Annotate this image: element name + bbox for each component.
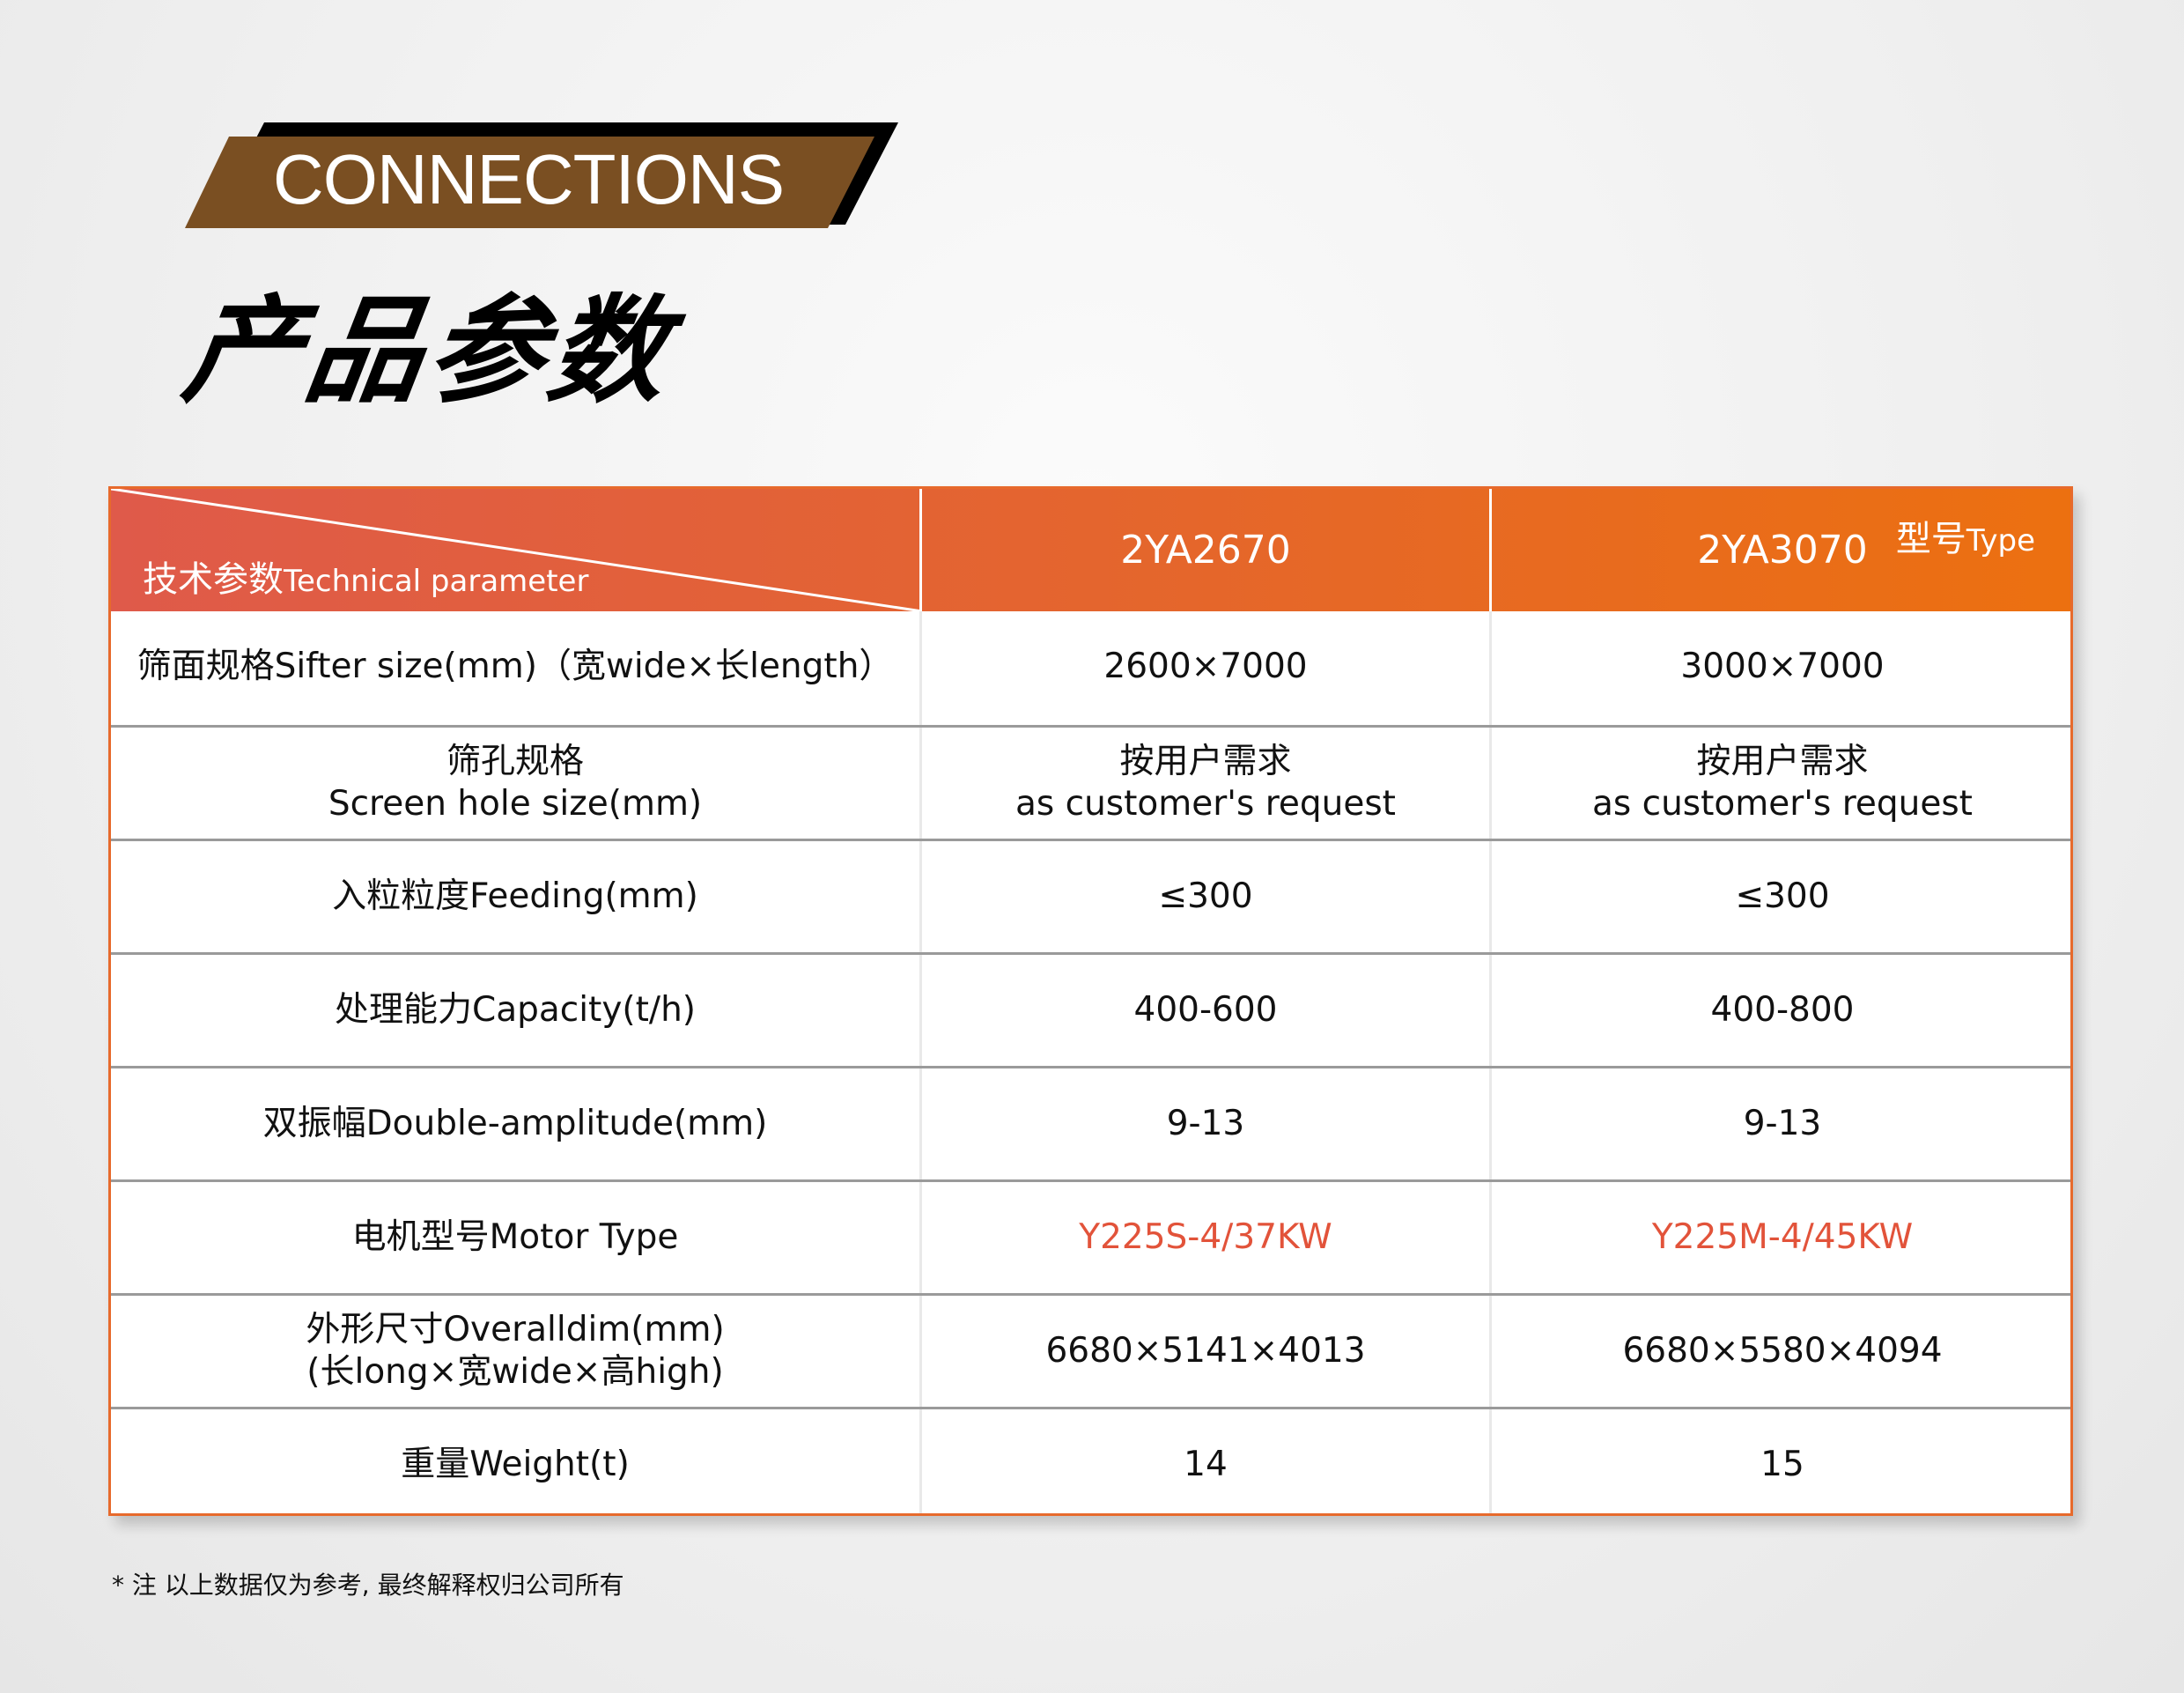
table-row: 筛面规格Sifter size(mm)（宽wide×长length） 2600×7… (111, 611, 2070, 725)
table-row: 处理能力Capacity(t/h) 400-600 400-800 (111, 952, 2070, 1066)
value-cell: 按用户需求 as customer's request (922, 728, 1489, 839)
model-header: 2YA2670 (1120, 528, 1291, 573)
value-cell: 按用户需求 as customer's request (1492, 728, 2073, 839)
value-cell: 400-600 (922, 955, 1489, 1066)
cell-text: Y225M-4/45KW (1651, 1217, 1914, 1257)
header-diagonal (111, 489, 922, 611)
cell-text: as customer's request (1592, 784, 1973, 824)
parameter-cell: 筛孔规格 Screen hole size(mm) (111, 728, 919, 839)
cell-text: Y225S-4/37KW (1079, 1217, 1332, 1257)
cell-text: 入粒粒度Feeding(mm) (332, 876, 698, 916)
cell-text: 重量Weight(t) (401, 1445, 630, 1484)
cell-text: ≤300 (1735, 876, 1830, 916)
param-cn: 技术参数 (143, 559, 284, 600)
cell-text: 14 (1184, 1445, 1228, 1484)
model-header: 2YA3070 (1697, 528, 1868, 573)
table-row: 电机型号Motor Type Y225S-4/37KW Y225M-4/45KW (111, 1179, 2070, 1293)
cell-text: Screen hole size(mm) (328, 784, 703, 824)
footnote: * 注 以上数据仅为参考, 最终解释权归公司所有 (112, 1571, 624, 1600)
cell-text: 按用户需求 (1119, 742, 1292, 781)
header-divider (1489, 489, 1492, 611)
cell-text: 2600×7000 (1103, 647, 1308, 686)
header-parameter-label: 技术参数Technical parameter (143, 551, 588, 602)
parameter-cell: 重量Weight(t) (111, 1409, 919, 1520)
cell-text: 15 (1760, 1445, 1804, 1484)
connections-banner: CONNECTIONS (176, 119, 916, 233)
value-cell: 15 (1492, 1409, 2073, 1520)
cell-text: 按用户需求 (1696, 742, 1869, 781)
banner-label: CONNECTIONS (272, 140, 785, 218)
cell-text: 双振幅Double-amplitude(mm) (262, 1104, 768, 1143)
table-row: 外形尺寸Overalldim(mm) (长long×宽wide×高high) 668… (111, 1293, 2070, 1407)
value-cell: 9-13 (922, 1068, 1489, 1179)
column-divider (1489, 611, 1492, 1513)
value-cell: 9-13 (1492, 1068, 2073, 1179)
value-cell: ≤300 (1492, 841, 2073, 952)
table-row: 重量Weight(t) 14 15 (111, 1407, 2070, 1520)
banner-shape (185, 122, 898, 228)
cell-text: 9-13 (1743, 1104, 1822, 1143)
table-row: 入粒粒度Feeding(mm) ≤300 ≤300 (111, 839, 2070, 952)
cell-text: ≤300 (1158, 876, 1253, 916)
parameter-cell: 筛面规格Sifter size(mm)（宽wide×长length） (111, 611, 919, 722)
table-header: 型号Type 技术参数Technical parameter 2YA2670 2… (111, 489, 2070, 611)
parameter-cell: 外形尺寸Overalldim(mm) (长long×宽wide×高high) (111, 1296, 919, 1407)
cell-text: 筛孔规格 (446, 742, 584, 781)
header-type-label: 型号Type (1896, 510, 2035, 561)
cell-text: 6680×5580×4094 (1622, 1331, 1943, 1371)
value-cell: 6680×5141×4013 (922, 1296, 1489, 1407)
cell-text: 400-800 (1710, 990, 1855, 1030)
cell-text: as customer's request (1015, 784, 1396, 824)
table-row: 筛孔规格 Screen hole size(mm) 按用户需求 as customer… (111, 725, 2070, 839)
cell-text: 400-600 (1133, 990, 1278, 1030)
param-en: Technical parameter (284, 564, 589, 599)
header-divider (919, 489, 922, 611)
value-cell: 6680×5580×4094 (1492, 1296, 2073, 1407)
type-en: Type (1966, 523, 2035, 558)
cell-text: 处理能力Capacity(t/h) (334, 990, 696, 1030)
spec-table: 型号Type 技术参数Technical parameter 2YA2670 2… (108, 486, 2073, 1516)
cell-text: 3000×7000 (1680, 647, 1885, 686)
value-cell: 2600×7000 (922, 611, 1489, 722)
value-cell: ≤300 (922, 841, 1489, 952)
cell-text: 9-13 (1166, 1104, 1245, 1143)
table-body: 筛面规格Sifter size(mm)（宽wide×长length） 2600×7… (111, 611, 2070, 1513)
type-cn: 型号 (1895, 519, 1966, 559)
value-cell: 400-800 (1492, 955, 2073, 1066)
cell-text: (长long×宽wide×高high) (306, 1352, 724, 1392)
parameter-cell: 双振幅Double-amplitude(mm) (111, 1068, 919, 1179)
cell-text: 外形尺寸Overalldim(mm) (306, 1310, 725, 1349)
value-cell: Y225S-4/37KW (922, 1182, 1489, 1293)
value-cell: Y225M-4/45KW (1492, 1182, 2073, 1293)
parameter-cell: 入粒粒度Feeding(mm) (111, 841, 919, 952)
parameter-cell: 电机型号Motor Type (111, 1182, 919, 1293)
value-cell: 3000×7000 (1492, 611, 2073, 722)
cell-text: 电机型号Motor Type (351, 1217, 679, 1257)
column-divider (919, 611, 922, 1513)
cell-text: 筛面规格Sifter size(mm)（宽wide×长length） (136, 647, 894, 686)
table-row: 双振幅Double-amplitude(mm) 9-13 9-13 (111, 1066, 2070, 1179)
value-cell: 14 (922, 1409, 1489, 1520)
cell-text: 6680×5141×4013 (1045, 1331, 1366, 1371)
parameter-cell: 处理能力Capacity(t/h) (111, 955, 919, 1066)
page-title: 产品参数 (175, 284, 682, 419)
